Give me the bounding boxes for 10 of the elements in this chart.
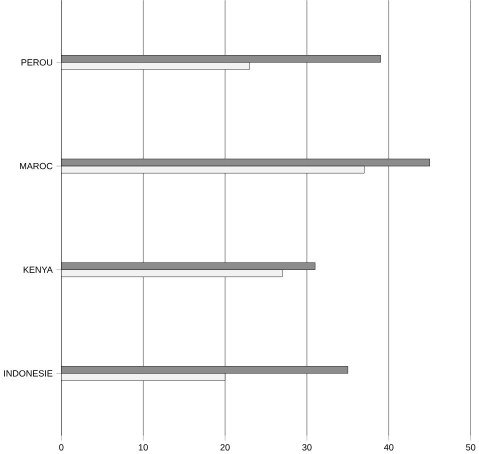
x-tick-label: 30	[302, 444, 312, 451]
x-tick-label: 40	[384, 444, 394, 451]
x-tick-label: 50	[466, 444, 476, 451]
x-tick-label: 0	[59, 444, 64, 451]
y-tick-label: INDONESIE	[4, 370, 52, 377]
y-tick-label: MAROC	[20, 162, 52, 170]
y-tick-label: KENYA	[24, 266, 53, 273]
x-tick-label: 20	[220, 444, 230, 451]
y-tick-label: PEROU	[22, 59, 52, 66]
x-tick-label: 10	[138, 444, 148, 451]
